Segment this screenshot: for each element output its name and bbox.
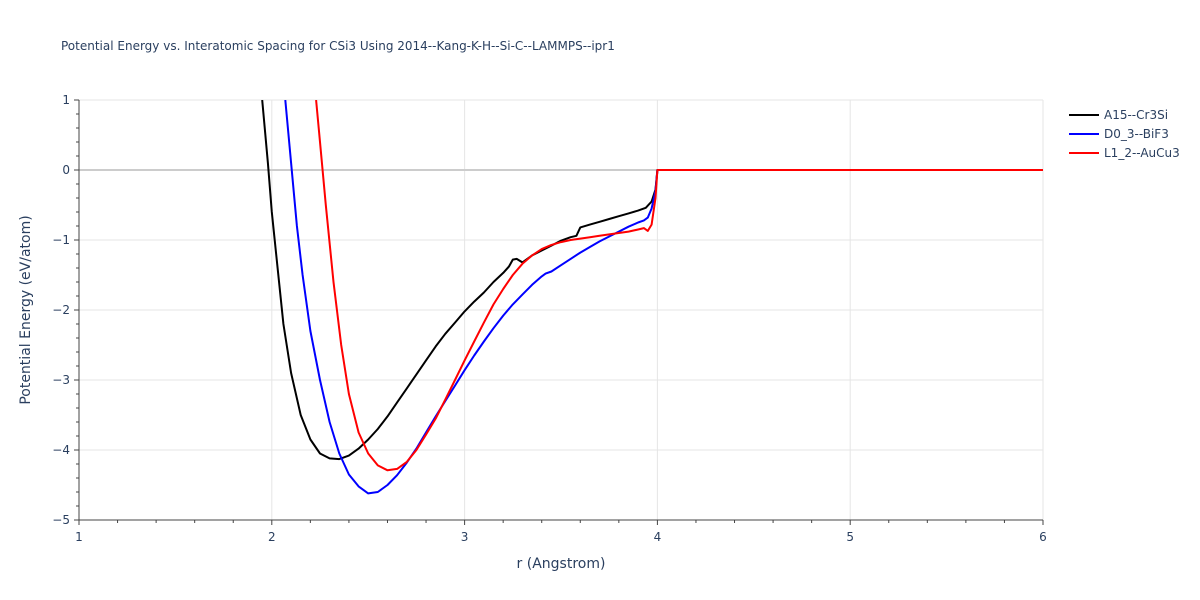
legend-item[interactable]: L1_2--AuCu3 xyxy=(1069,146,1180,160)
x-tick-label: 2 xyxy=(268,530,276,544)
y-axis-title: Potential Energy (eV/atom) xyxy=(18,215,34,404)
series-line-1 xyxy=(284,100,1043,495)
axes xyxy=(74,99,1044,525)
tick-labels: 1 2 3 4 5 6 1 0 −1 −2 −3 −4 −5 xyxy=(52,93,1047,544)
x-tick-label: 3 xyxy=(461,530,469,544)
x-tick-label: 1 xyxy=(75,530,83,544)
x-tick-label: 6 xyxy=(1039,530,1047,544)
legend-item[interactable]: A15--Cr3Si xyxy=(1069,108,1168,122)
legend-label: A15--Cr3Si xyxy=(1104,108,1168,122)
y-tick-label: 0 xyxy=(62,163,70,177)
y-tick-label: −4 xyxy=(52,443,70,457)
y-tick-label: −1 xyxy=(52,233,70,247)
y-tick-label: −2 xyxy=(52,303,70,317)
x-tick-label: 5 xyxy=(846,530,854,544)
legend-item[interactable]: D0_3--BiF3 xyxy=(1069,127,1169,141)
series-line-0 xyxy=(261,100,1043,461)
plot-area xyxy=(261,100,1043,495)
chart-title: Potential Energy vs. Interatomic Spacing… xyxy=(61,39,615,53)
series-line-2 xyxy=(315,100,1043,472)
legend-label: D0_3--BiF3 xyxy=(1104,127,1169,141)
legend[interactable]: A15--Cr3Si D0_3--BiF3 L1_2--AuCu3 xyxy=(1069,108,1180,160)
y-tick-label: −5 xyxy=(52,513,70,527)
y-tick-label: 1 xyxy=(62,93,70,107)
legend-label: L1_2--AuCu3 xyxy=(1104,146,1180,160)
grid xyxy=(79,99,1044,520)
x-tick-label: 4 xyxy=(654,530,662,544)
x-axis-title: r (Angstrom) xyxy=(517,556,606,572)
y-tick-label: −3 xyxy=(52,373,70,387)
